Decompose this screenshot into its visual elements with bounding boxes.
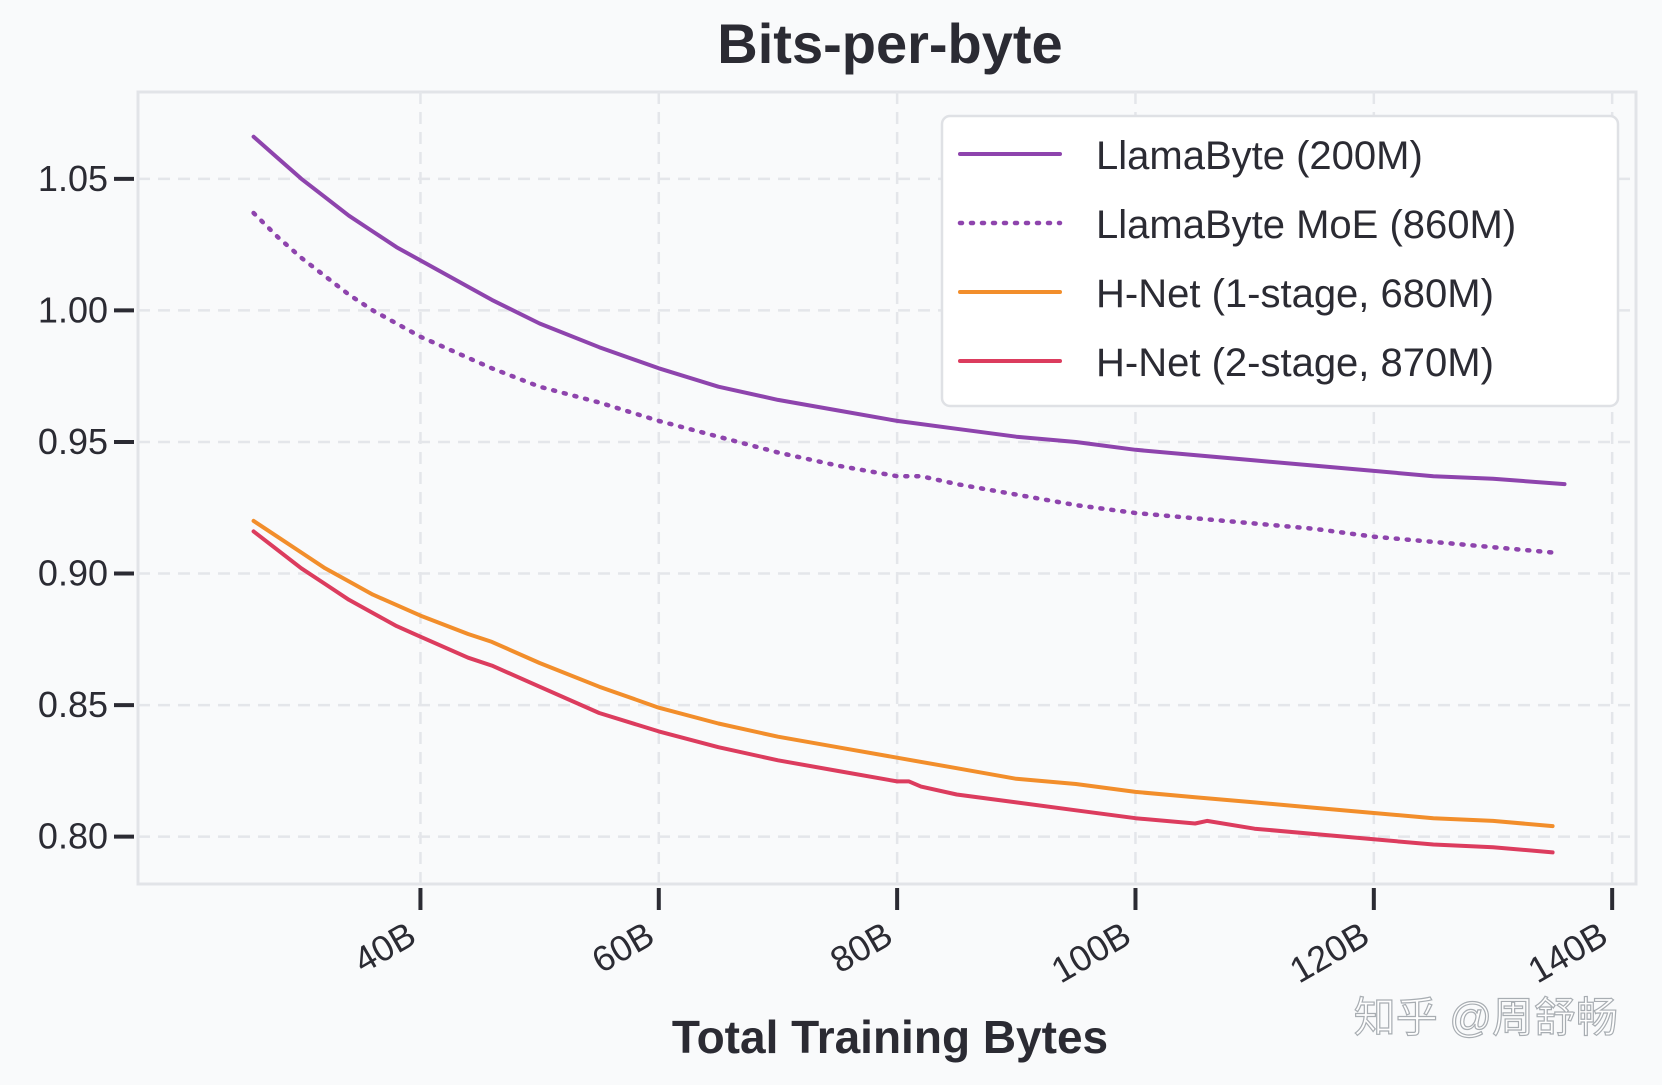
legend-label: H-Net (2-stage, 870M) [1096,341,1494,385]
x-axis-label: Total Training Bytes [672,1011,1108,1063]
y-tick-label: 0.90 [38,553,108,594]
watermark: 知乎 @周舒畅 [1354,994,1618,1041]
y-tick-label: 0.95 [38,421,108,462]
y-tick-label: 1.00 [38,289,108,330]
x-tick-label: 80B [823,913,899,981]
legend: LlamaByte (200M) LlamaByte MoE (860M) H-Ne… [940,114,1620,408]
x-tick-label: 40B [346,913,422,981]
series-line-3 [251,518,1555,829]
y-tick-label: 0.85 [38,684,108,725]
series-line-2 [251,210,1555,555]
series-line-4 [251,529,1555,855]
series-layer [251,134,1567,855]
x-tick-label: 120B [1283,913,1376,991]
y-tick-label: 1.05 [38,158,108,199]
x-tick-label: 100B [1044,913,1137,991]
legend-label: LlamaByte MoE (860M) [1096,203,1516,247]
chart-title: Bits-per-byte [717,12,1062,75]
x-tick-label: 140B [1521,913,1614,991]
grid [138,92,1636,884]
series-line-1 [251,134,1567,487]
legend-label: LlamaByte (200M) [1096,134,1423,178]
y-tick-label: 0.80 [38,816,108,857]
legend-box [940,114,1620,408]
x-tick-label: 60B [585,913,661,981]
legend-label: H-Net (1-stage, 680M) [1096,272,1494,316]
